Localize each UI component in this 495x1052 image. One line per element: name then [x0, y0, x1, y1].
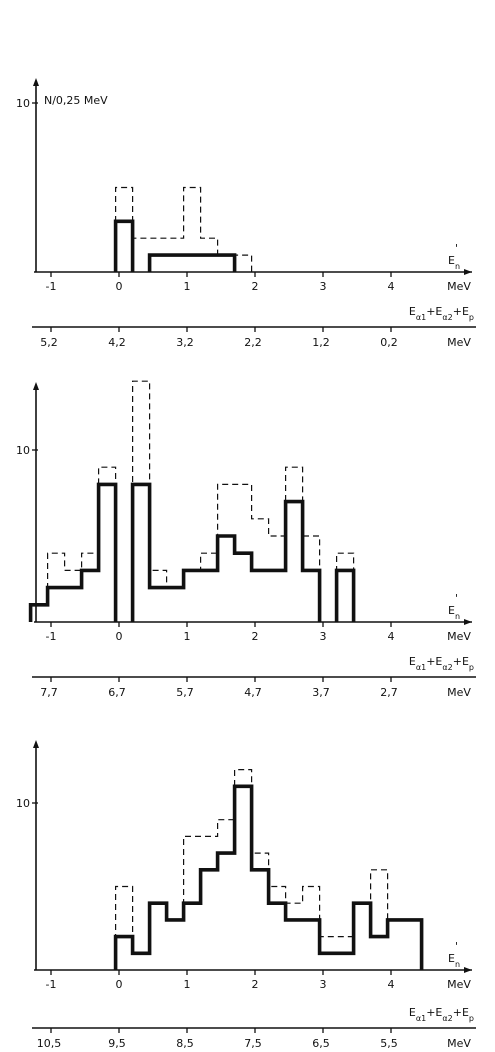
x-axis-label: En: [448, 254, 460, 271]
secondary-unit-label: MeV: [447, 686, 471, 699]
x-tick-label: -1: [46, 978, 57, 991]
x-tick-label: 1: [184, 280, 191, 293]
secondary-tick-label: 2,2: [244, 336, 262, 349]
secondary-tick-label: 10,5: [37, 1037, 62, 1050]
x-tick-label: 1: [184, 630, 191, 643]
y-tick-label: 10: [16, 797, 30, 810]
x-tick-label: 3: [320, 978, 327, 991]
x-tick-label: -1: [46, 630, 57, 643]
y-axis-label: N/0,25 MeV: [44, 94, 108, 107]
secondary-tick-label: 7,5: [244, 1037, 262, 1050]
solid-histogram: [113, 219, 237, 272]
secondary-tick-label: 9,5: [108, 1037, 126, 1050]
x-tick-label: -1: [46, 280, 57, 293]
x-tick-label: 1: [184, 978, 191, 991]
x-axis-label-prime: ': [455, 940, 458, 953]
secondary-tick-label: 3,2: [176, 336, 194, 349]
dashed-histogram: [115, 186, 253, 272]
x-axis-arrow: [464, 269, 472, 275]
x-axis-arrow: [464, 967, 472, 973]
x-unit-label: MeV: [447, 630, 471, 643]
secondary-tick-label: 4,2: [108, 336, 126, 349]
secondary-tick-label: 8,5: [176, 1037, 194, 1050]
histogram-panel-1: 10 N/0,25 MeV En' -1 0 1 2 3 4 MeV Eα1+Eα2+Ep 5,2 4,…: [16, 78, 476, 349]
secondary-tick-label: 5,2: [40, 336, 58, 349]
secondary-axis-label: Eα1+Eα2+Ep: [409, 655, 474, 672]
secondary-unit-label: MeV: [447, 1037, 471, 1050]
secondary-tick-label: 6,5: [312, 1037, 330, 1050]
secondary-tick-label: 4,7: [244, 686, 262, 699]
secondary-tick-label: 0,2: [380, 336, 398, 349]
x-unit-label: MeV: [447, 280, 471, 293]
secondary-tick-label: 2,7: [380, 686, 398, 699]
y-axis-arrow: [33, 78, 39, 86]
x-tick-label: 0: [116, 280, 123, 293]
secondary-tick-label: 6,7: [108, 686, 126, 699]
x-tick-label: 3: [320, 280, 327, 293]
x-tick-label: 2: [252, 978, 259, 991]
y-axis-arrow: [33, 382, 39, 390]
secondary-tick-label: 7,7: [40, 686, 58, 699]
secondary-unit-label: MeV: [447, 336, 471, 349]
x-tick-label: 2: [252, 280, 259, 293]
secondary-tick-label: 5,7: [176, 686, 194, 699]
x-tick-label: 4: [388, 978, 395, 991]
x-unit-label: MeV: [447, 978, 471, 991]
secondary-tick-label: 5,5: [380, 1037, 398, 1050]
x-tick-label: 0: [116, 978, 123, 991]
x-axis-arrow: [464, 619, 472, 625]
x-tick-label: 4: [388, 630, 395, 643]
secondary-tick-label: 1,2: [312, 336, 330, 349]
x-axis-label: En: [448, 952, 460, 969]
x-tick-label: 2: [252, 630, 259, 643]
x-tick-label: 4: [388, 280, 395, 293]
solid-histogram: [113, 784, 424, 970]
x-axis-label-prime: ': [455, 592, 458, 605]
y-axis-arrow: [33, 740, 39, 748]
secondary-tick-label: 3,7: [312, 686, 330, 699]
y-tick-label: 10: [16, 97, 30, 110]
secondary-axis-label: Eα1+Eα2+Ep: [409, 1006, 474, 1023]
x-tick-label: 0: [116, 630, 123, 643]
secondary-axis-label: Eα1+Eα2+Ep: [409, 305, 474, 322]
y-tick-label: 10: [16, 444, 30, 457]
solid-histogram: [28, 482, 356, 622]
histogram-panel-3: 10 En' -1 0 1 2 3 4 MeV Eα1+Eα2+Ep 10,5 9,5 8,5 7,5 6,…: [16, 740, 476, 1050]
x-tick-label: 3: [320, 630, 327, 643]
x-axis-label-prime: ': [455, 242, 458, 255]
histogram-panel-2: 10 En' -1 0 1 2 3 4 MeV Eα1+Eα2+Ep 7,7 6,7 5,7 4,7 3,7…: [16, 380, 476, 699]
x-axis-label: En: [448, 604, 460, 621]
